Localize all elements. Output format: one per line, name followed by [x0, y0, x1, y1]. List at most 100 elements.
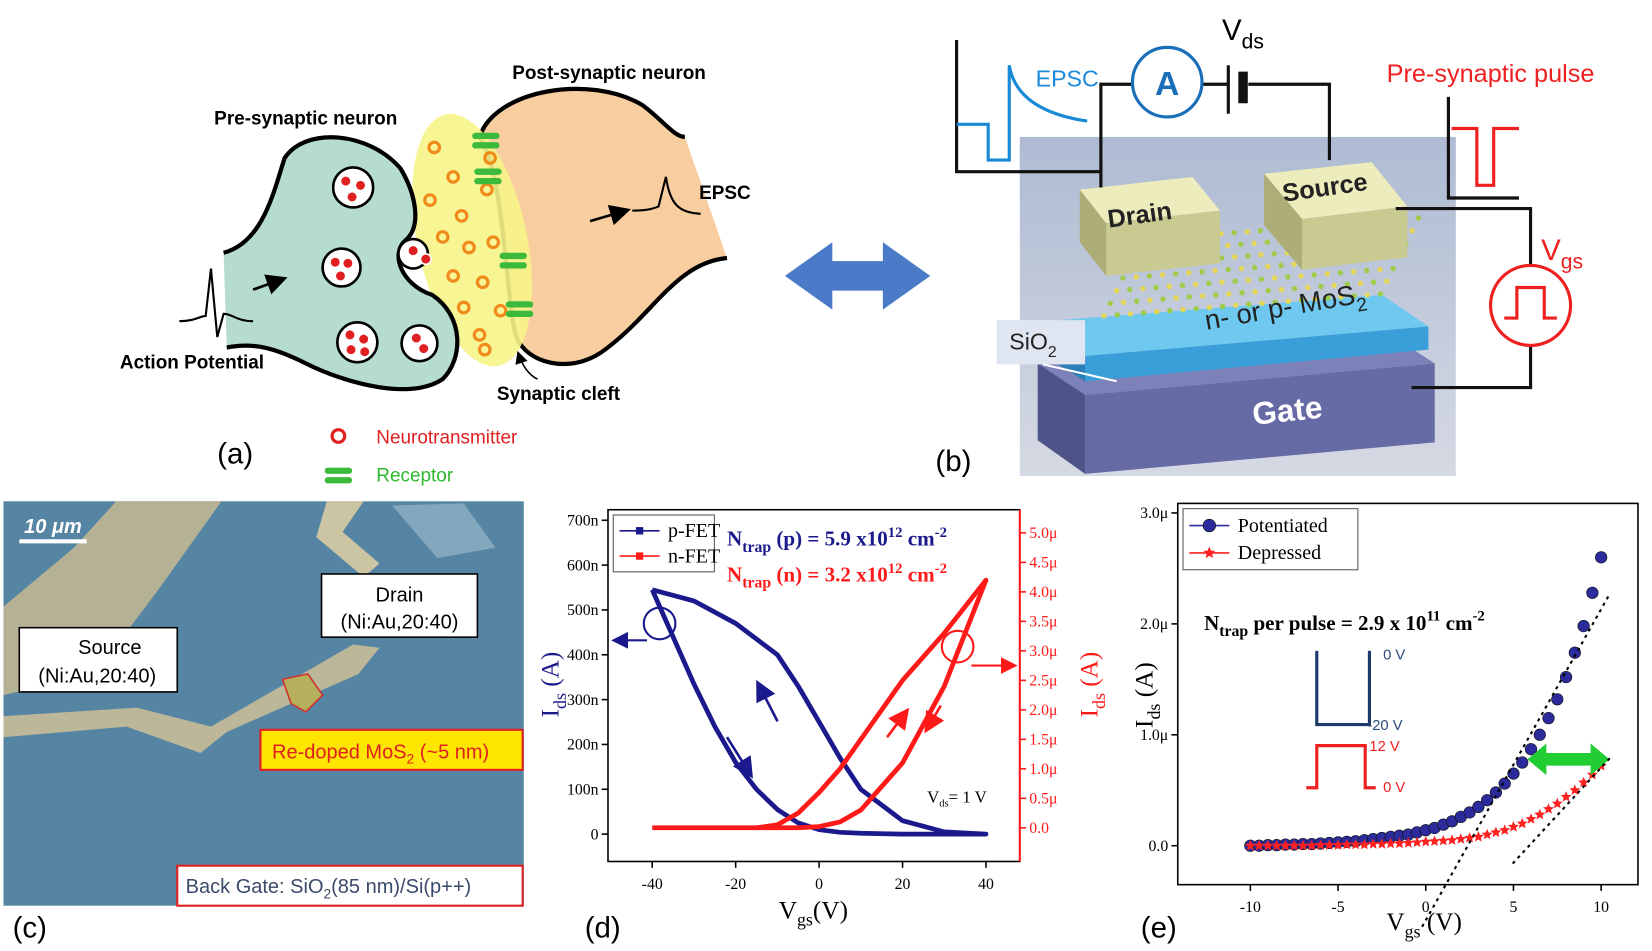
legend-box: [612, 514, 715, 573]
lattice-atom: [1140, 310, 1147, 316]
x-tick-label: 0: [1422, 899, 1430, 916]
marker: [1542, 712, 1555, 725]
legend-label: n-FET: [668, 545, 720, 567]
lattice-atom: [1271, 251, 1277, 257]
annotation: Ntrap per pulse = 2.9 x 1011 cm-2: [1204, 608, 1485, 640]
circuit-wire: [1395, 206, 1533, 390]
lattice-atom: [1193, 305, 1199, 312]
marker: [1367, 838, 1379, 849]
action-potential-wave: [179, 268, 254, 338]
double-arrow: [784, 242, 931, 310]
panel-a: Post-synaptic neuron Pre-synaptic neuron…: [120, 63, 751, 486]
lattice-atom: [1390, 265, 1396, 272]
lattice-atom: [1265, 287, 1272, 294]
flake-label: Re-doped MoS2 (~5 nm): [272, 741, 489, 766]
legend-label: p-FET: [668, 520, 720, 542]
receptors: [472, 132, 534, 317]
marker: [1516, 756, 1529, 769]
marker: [1306, 839, 1318, 851]
marker: [1472, 831, 1484, 842]
marker: [1595, 551, 1608, 564]
marker: [1578, 776, 1590, 788]
lattice-atom: [1179, 282, 1186, 289]
lattice-atom: [1120, 275, 1126, 281]
y-tick-label: 500n: [567, 602, 599, 619]
lattice-atom: [1147, 297, 1153, 303]
marker: [1481, 828, 1493, 840]
lattice-atom: [1186, 294, 1193, 300]
callout-line: [1042, 363, 1117, 383]
marker: [1202, 518, 1216, 533]
source-front: [1302, 206, 1408, 270]
lattice-atom: [1258, 252, 1264, 258]
marker: [1271, 839, 1283, 851]
marker: [1551, 693, 1564, 706]
lattice-atom: [1159, 272, 1166, 278]
lattice-atom: [1311, 296, 1318, 302]
marker: [1203, 546, 1216, 559]
lattice-atom: [1258, 276, 1265, 282]
lattice-atom: [1232, 278, 1238, 284]
marker: [1358, 838, 1370, 850]
y2-tick-label: 1.5μ: [1029, 732, 1057, 749]
lattice-atom: [1239, 290, 1245, 296]
lattice-atom: [1146, 273, 1153, 279]
marker: [1560, 791, 1572, 802]
marker: [635, 552, 644, 560]
lattice-atom: [1199, 293, 1206, 299]
chart: -40 -20 0 20 40 0 100n 200n 300n 400n 500n 600n 700n…: [567, 508, 1057, 893]
lattice-atom: [1206, 280, 1212, 287]
marker: [1577, 619, 1590, 633]
lattice-atom: [1298, 273, 1304, 279]
x-tick-label: -40: [642, 876, 663, 893]
series-line: [652, 577, 989, 831]
annotation: Vds= 1 V: [927, 788, 987, 810]
annotation: Ntrap (n) = 3.2 x1012 cm-2: [727, 561, 947, 592]
gate-side: [1037, 363, 1086, 474]
inset-label: 0 V: [1383, 780, 1405, 796]
lattice-atom: [1212, 267, 1218, 274]
lattice-atom: [1344, 281, 1351, 288]
lattice-atom: [1384, 278, 1390, 284]
y-tick-label: 2.0μ: [1140, 616, 1168, 633]
lattice-atom: [1271, 275, 1278, 281]
y-tick-label: 300n: [567, 692, 599, 709]
drain-side: [1079, 189, 1107, 276]
drain-front: [1106, 210, 1220, 276]
axis-pointer-circle: [642, 606, 677, 641]
sweep-arrow: [924, 704, 945, 734]
lattice-atom: [1351, 293, 1357, 299]
marker: [1498, 777, 1511, 790]
x-axis-label: Vgs (V): [1386, 908, 1462, 941]
y-tick-label: 700n: [567, 513, 599, 530]
panel-label: (d): [585, 911, 621, 944]
panel-label: (a): [217, 437, 253, 470]
mos2-flake: [281, 673, 324, 713]
lattice-atom: [1409, 227, 1415, 234]
lattice-atom: [1114, 312, 1120, 318]
sweep-arrow: [886, 707, 910, 738]
lattice-atom: [1225, 266, 1232, 273]
lattice-atom: [1291, 285, 1298, 292]
legend-box: [1182, 508, 1359, 571]
panel-label: (e): [1141, 911, 1177, 944]
y2-tick-label: 2.0μ: [1029, 702, 1057, 719]
lattice-atom: [1278, 262, 1284, 269]
lattice-atom: [1265, 263, 1271, 270]
marker: [1516, 817, 1528, 829]
label-box: [259, 728, 524, 771]
marker: [1420, 835, 1432, 847]
vds-label: Vds: [1222, 14, 1264, 53]
electrode: [316, 501, 380, 578]
flake: [392, 503, 496, 559]
y-tick-label: 600n: [567, 557, 599, 574]
lattice-atom: [1311, 272, 1317, 278]
lattice-atom: [1257, 227, 1264, 234]
inset-label: 0 V: [1383, 647, 1405, 663]
marker: [1446, 834, 1458, 845]
lattice-atom: [1166, 283, 1173, 290]
y2-tick-label: 2.5μ: [1029, 673, 1057, 690]
circuit-wire: [1099, 82, 1331, 188]
legend-label: Potentiated: [1238, 515, 1328, 537]
y2-tick-label: 0.5μ: [1029, 791, 1057, 808]
